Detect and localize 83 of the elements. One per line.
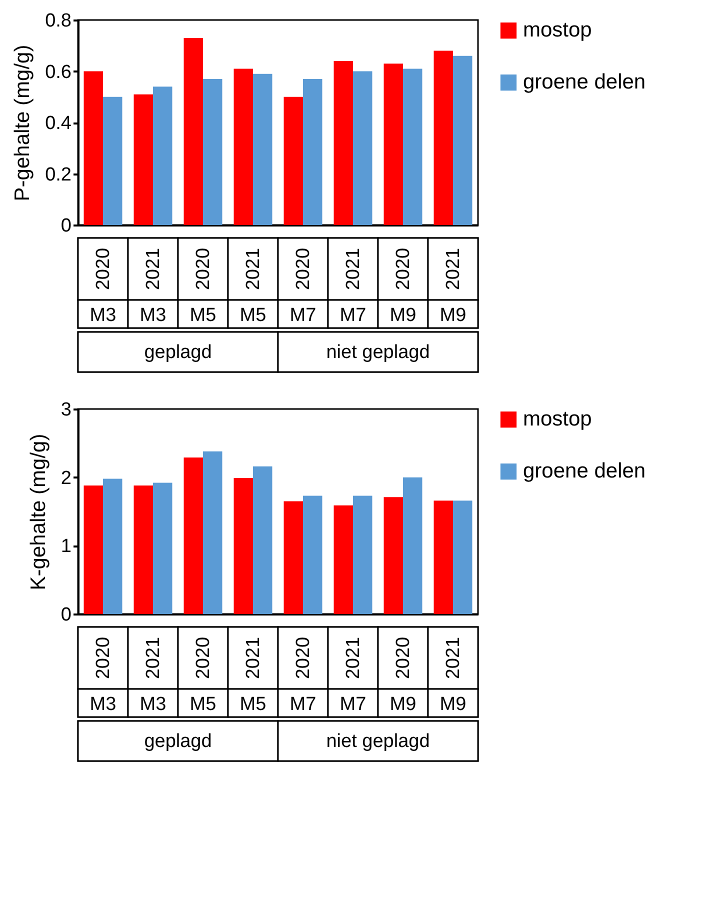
- bar: [84, 71, 103, 225]
- bar: [284, 96, 303, 225]
- bar: [434, 500, 453, 614]
- bar: [234, 68, 253, 225]
- text: M9: [390, 305, 416, 326]
- bar: [134, 94, 153, 225]
- bar: [334, 61, 353, 225]
- text: niet geplagd: [326, 342, 430, 363]
- bar: [103, 96, 122, 225]
- x-tick-label: 2020: [293, 636, 314, 680]
- text: M7: [290, 305, 316, 326]
- x-tick-label: 2021: [143, 636, 164, 680]
- text: M7: [290, 694, 316, 715]
- bar: [384, 497, 403, 614]
- bar: [234, 478, 253, 614]
- bar: [153, 482, 172, 614]
- text: M3: [140, 694, 166, 715]
- bar: [253, 74, 272, 225]
- bar: [453, 56, 472, 225]
- bar: [353, 496, 372, 614]
- x-tick-label: 2021: [143, 248, 164, 290]
- text: niet geplagd: [326, 731, 430, 752]
- bar: [203, 451, 222, 614]
- legend-label: mostop: [523, 408, 592, 430]
- bar: [134, 486, 153, 614]
- y-axis-title: P-gehalte (mg/g): [11, 44, 34, 202]
- bar: [403, 477, 422, 614]
- y-tick-label: 1: [60, 536, 72, 558]
- legend-label: groene delen: [523, 70, 646, 94]
- bar: [303, 496, 322, 614]
- text: M5: [240, 694, 266, 715]
- x-tick-label: 2020: [393, 248, 414, 290]
- bar: [84, 486, 103, 614]
- bar: [184, 458, 203, 614]
- text: M3: [90, 694, 116, 715]
- x-tick-label: 2020: [93, 636, 114, 680]
- bar: [203, 78, 222, 225]
- x-tick-label: 2021: [243, 248, 264, 290]
- bar: [103, 478, 122, 614]
- text: M5: [190, 694, 216, 715]
- text: M5: [240, 305, 266, 326]
- text: M9: [390, 694, 416, 715]
- y-tick-label: 2: [60, 468, 72, 489]
- bar: [434, 50, 453, 225]
- x-tick-label: 2021: [343, 248, 364, 290]
- x-tick-label: 2020: [193, 248, 214, 290]
- text: M9: [440, 305, 466, 326]
- x-tick-label: 2020: [393, 636, 414, 680]
- y-tick-label: 0: [60, 604, 72, 626]
- text: M7: [340, 694, 366, 715]
- bar: [334, 505, 353, 614]
- x-tick-label: 2020: [293, 248, 314, 290]
- x-tick-label: 2021: [343, 636, 364, 680]
- text: geplagd: [144, 731, 212, 752]
- bar: [453, 500, 472, 614]
- text: M3: [140, 305, 166, 326]
- legend-label: mostop: [523, 18, 592, 42]
- x-tick-label: 2020: [93, 248, 114, 290]
- bar: [403, 68, 422, 225]
- x-tick-label: 2020: [193, 636, 214, 680]
- bar: [303, 78, 322, 225]
- x-tick-label: 2021: [443, 248, 464, 290]
- bar: [353, 71, 372, 225]
- y-axis-title: K-gehalte (mg/g): [26, 434, 50, 590]
- text: M9: [440, 694, 466, 715]
- y-tick-label: 0.2: [45, 164, 72, 186]
- x-tick-label: 2021: [443, 636, 464, 680]
- y-tick-label: 0.6: [45, 62, 72, 83]
- text: M7: [340, 305, 366, 326]
- legend-label: groene delen: [523, 460, 646, 482]
- bar: [153, 86, 172, 225]
- y-tick-label: 0.4: [45, 113, 72, 134]
- bar: [284, 501, 303, 614]
- y-tick-label: 3: [60, 400, 72, 420]
- bar: [253, 466, 272, 614]
- x-tick-label: 2021: [243, 636, 264, 680]
- bar: [384, 64, 403, 225]
- bar: [184, 38, 203, 225]
- text: M5: [190, 305, 216, 326]
- y-tick-label: 0.8: [45, 10, 72, 32]
- y-tick-label: 0: [60, 216, 72, 236]
- text: geplagd: [144, 342, 212, 363]
- text: M3: [90, 305, 116, 326]
